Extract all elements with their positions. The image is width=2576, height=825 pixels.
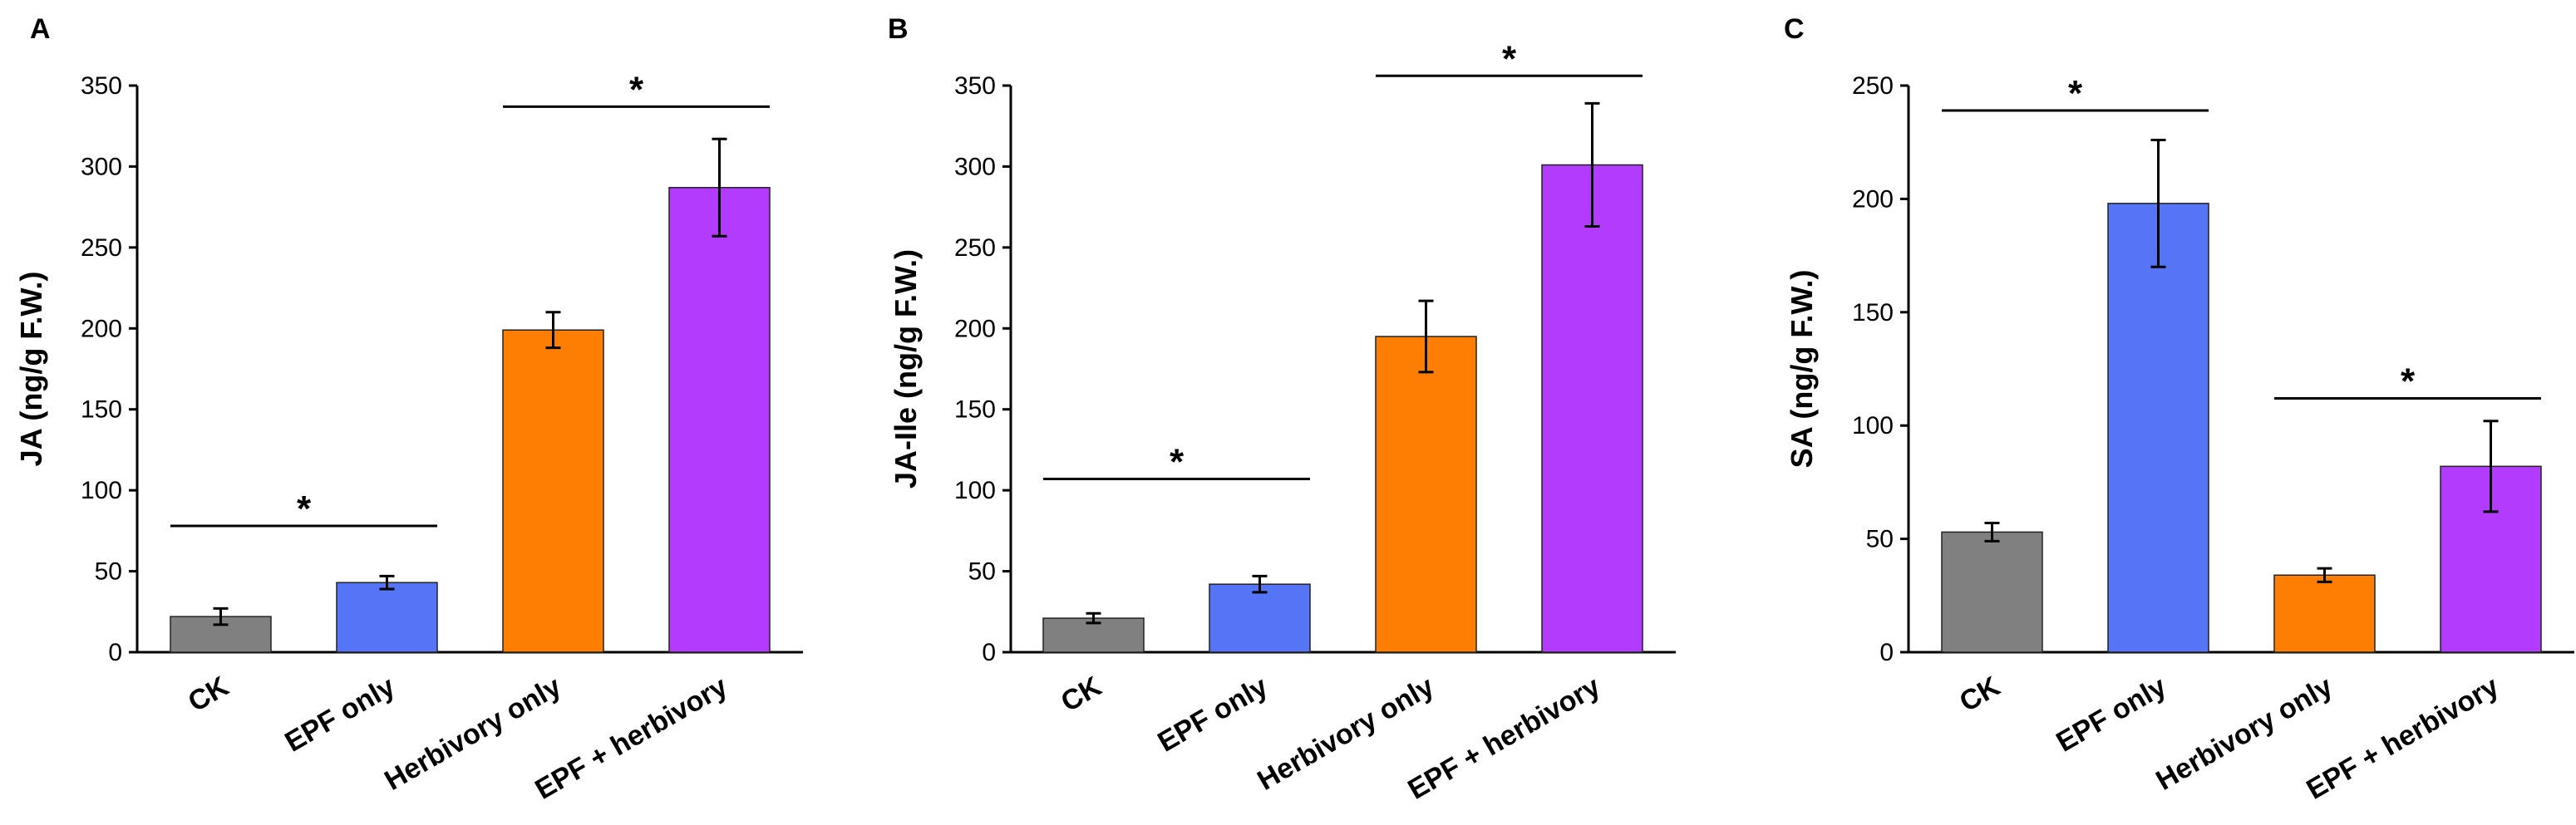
y-tick-label: 0 [1879,639,1894,666]
y-tick-label: 100 [81,477,122,504]
significance-star: * [629,69,644,110]
y-tick-label: 150 [81,396,122,424]
y-tick-label: 0 [108,639,122,666]
significance-star: * [1502,38,1517,79]
y-tick-label: 250 [1852,72,1894,100]
y-tick-label: 350 [954,72,996,100]
significance-star: * [297,489,312,529]
bar [2107,203,2209,653]
significance-star: * [1170,442,1185,483]
y-tick-label: 50 [968,558,996,586]
category-label: EPF only [2051,670,2172,759]
y-tick-label: 200 [954,315,996,342]
panel-b-plot: 0 50 100 150 200 250 300 350 JA-Ile (ng/g F.W.) C… [889,38,1676,806]
category-label: CK [1056,670,1107,719]
bar [1375,336,1477,653]
panel-letter-a: A [30,13,51,45]
category-label: CK [183,670,234,719]
y-tick-label: 250 [81,234,122,262]
panel-b: B 0 50 100 150 200 250 300 350 JA-Ile (ng/g F.W.… [888,13,1676,806]
y-tick-label: 150 [954,396,996,424]
bar [1941,531,2043,653]
y-tick-label: 200 [81,315,122,342]
significance-star: * [2068,73,2083,114]
y-axis-title: SA (ng/g F.W.) [1785,270,1819,469]
panel-c: C 0 50 100 150 200 250 SA (ng/g F.W.) CK EPF onl… [1784,13,2574,806]
y-tick-label: 50 [1866,526,1894,553]
panel-a-plot: 0 50 100 150 200 250 300 350 JA (ng/g F.W.) CK EPF… [14,69,803,806]
y-tick-label: 0 [982,639,996,666]
y-tick-label: 300 [81,153,122,180]
panel-letter-c: C [1784,13,1805,45]
category-label: EPF only [280,670,401,759]
y-tick-label: 350 [81,72,122,100]
bar [668,187,771,653]
y-tick-label: 250 [954,234,996,262]
significance-star: * [2401,361,2416,401]
y-tick-label: 300 [954,153,996,180]
bar [1209,583,1311,653]
panel-a: A 0 50 100 150 200 250 300 350 JA (ng/g F.W.) CK E… [14,13,803,806]
y-axis-title: JA (ng/g F.W.) [14,272,48,467]
y-tick-label: 100 [1852,412,1894,440]
bar [2273,574,2376,653]
y-tick-label: 150 [1852,299,1894,327]
y-axis-title: JA-Ile (ng/g F.W.) [889,249,923,489]
bar [1541,164,1643,653]
category-label: CK [1954,670,2006,719]
bar [336,582,438,653]
category-label: EPF only [1153,670,1273,759]
y-tick-label: 100 [954,477,996,504]
bar [502,329,604,653]
panel-letter-b: B [888,13,909,45]
y-tick-label: 200 [1852,185,1894,213]
y-tick-label: 50 [95,558,122,586]
